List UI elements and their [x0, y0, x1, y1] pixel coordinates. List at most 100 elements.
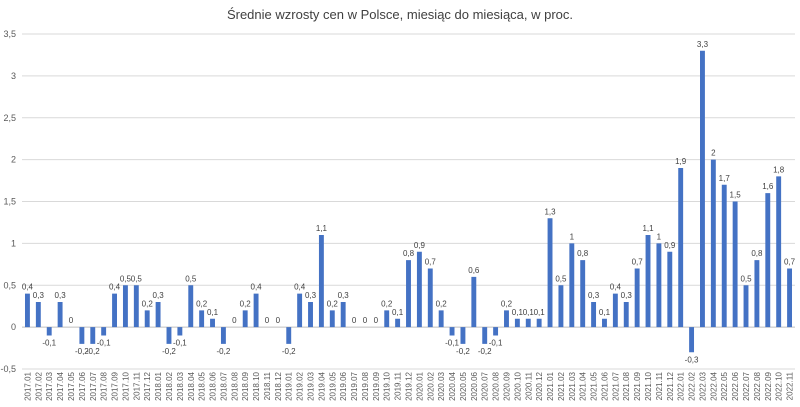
x-tick-label: 2020.11 — [524, 371, 533, 400]
x-tick-label: 2019.07 — [350, 371, 359, 400]
data-label: 2 — [711, 149, 716, 158]
x-tick-label: 2020.01 — [415, 371, 424, 400]
x-tick-label: 2018.04 — [187, 371, 196, 400]
x-tick-label: 2017.12 — [143, 371, 152, 400]
bar — [112, 293, 117, 328]
x-tick-label: 2019.11 — [394, 371, 403, 400]
data-label: 0,4 — [610, 283, 622, 292]
x-tick-label: 2022.06 — [731, 371, 740, 400]
data-label: 0 — [374, 316, 379, 325]
bar — [90, 327, 96, 344]
x-tick-label: 2022.07 — [742, 371, 751, 400]
data-label: 0 — [352, 316, 357, 325]
x-tick-label: 2019.12 — [405, 371, 414, 400]
bar — [678, 168, 684, 328]
bar — [504, 310, 509, 328]
x-tick-label: 2018.08 — [230, 371, 239, 400]
data-label: 0,5 — [185, 274, 197, 283]
bar — [318, 235, 324, 328]
bar — [144, 310, 150, 328]
x-tick-label: 2018.01 — [154, 371, 163, 400]
y-axis-ticks: -0,5 0 0,5 1 1,5 2 2,5 3 3,5 — [0, 29, 16, 374]
data-label: 0,4 — [294, 283, 306, 292]
bar — [199, 310, 205, 328]
data-label: 0,8 — [577, 249, 589, 258]
bar — [24, 293, 30, 328]
y-tick-label: 0 — [11, 322, 16, 332]
x-tick-label: 2019.06 — [339, 371, 348, 400]
bar — [297, 293, 303, 328]
data-label: 0,4 — [109, 283, 121, 292]
x-tick-label: 2021.04 — [579, 371, 588, 400]
data-label: 0,3 — [55, 291, 67, 300]
bar — [210, 318, 215, 328]
y-tick-label: -0,5 — [0, 364, 16, 374]
data-label: 0,5 — [740, 274, 752, 283]
bar — [645, 235, 651, 328]
data-label: 0,2 — [142, 299, 154, 308]
x-tick-label: 2020.04 — [448, 371, 457, 400]
bar — [547, 218, 553, 328]
y-tick-label: 1,5 — [3, 197, 16, 207]
data-label: -0,3 — [685, 355, 699, 364]
bar — [765, 193, 771, 328]
x-tick-label: 2019.02 — [296, 371, 305, 400]
x-tick-label: 2017.08 — [100, 371, 109, 400]
data-label: 0,7 — [425, 258, 437, 267]
bar — [721, 184, 727, 328]
data-label: 0,3 — [153, 291, 165, 300]
x-tick-label: 2021.05 — [590, 371, 599, 400]
bar — [558, 285, 564, 328]
data-label: 0,2 — [196, 299, 208, 308]
bar — [220, 327, 226, 344]
data-label: 0,1 — [534, 308, 546, 317]
chart-title: Średnie wzrosty cen w Polsce, miesiąc do… — [227, 7, 573, 22]
bar — [46, 327, 52, 336]
data-label: 0,2 — [240, 299, 252, 308]
data-label: 0,6 — [468, 266, 480, 275]
data-label: 0,3 — [588, 291, 600, 300]
bar — [787, 268, 793, 328]
bar — [710, 159, 716, 328]
x-tick-label: 2018.02 — [165, 371, 174, 400]
y-tick-label: 3 — [11, 71, 16, 81]
bar — [460, 327, 466, 344]
bar — [634, 268, 640, 328]
data-label: -0,1 — [97, 339, 111, 348]
bar — [340, 302, 346, 328]
bar — [101, 327, 107, 336]
x-tick-label: 2022.01 — [677, 371, 686, 400]
bar — [329, 310, 335, 328]
data-label: 0,9 — [664, 241, 676, 250]
x-tick-label: 2017.05 — [67, 371, 76, 400]
bar — [612, 293, 618, 328]
x-tick-label: 2022.09 — [764, 371, 773, 400]
x-tick-label: 2017.02 — [34, 371, 43, 400]
x-tick-label: 2021.01 — [546, 371, 555, 400]
bar — [395, 318, 401, 328]
x-tick-label: 2018.09 — [241, 371, 250, 400]
x-tick-label: 2022.10 — [775, 371, 784, 400]
data-label: 0,2 — [327, 299, 339, 308]
bar — [188, 285, 194, 328]
x-tick-label: 2019.04 — [317, 371, 326, 400]
x-tick-label: 2019.08 — [361, 371, 370, 400]
bar — [308, 302, 313, 328]
data-label: 0,7 — [632, 258, 644, 267]
bar — [525, 318, 531, 328]
x-tick-label: 2020.06 — [470, 371, 479, 400]
x-tick-label: 2020.03 — [437, 371, 446, 400]
data-label: -0,2 — [478, 347, 492, 356]
bar — [776, 176, 782, 328]
x-tick-label: 2021.12 — [666, 371, 675, 400]
bar — [384, 310, 390, 328]
x-tick-label: 2019.01 — [285, 371, 294, 400]
bar — [166, 327, 172, 344]
data-label: 0,5 — [120, 274, 132, 283]
data-label: 0 — [363, 316, 368, 325]
x-tick-label: 2020.07 — [481, 371, 490, 400]
data-label: 0,3 — [338, 291, 350, 300]
data-label: 0,8 — [751, 249, 763, 258]
bar — [667, 251, 673, 328]
bar — [700, 50, 705, 328]
